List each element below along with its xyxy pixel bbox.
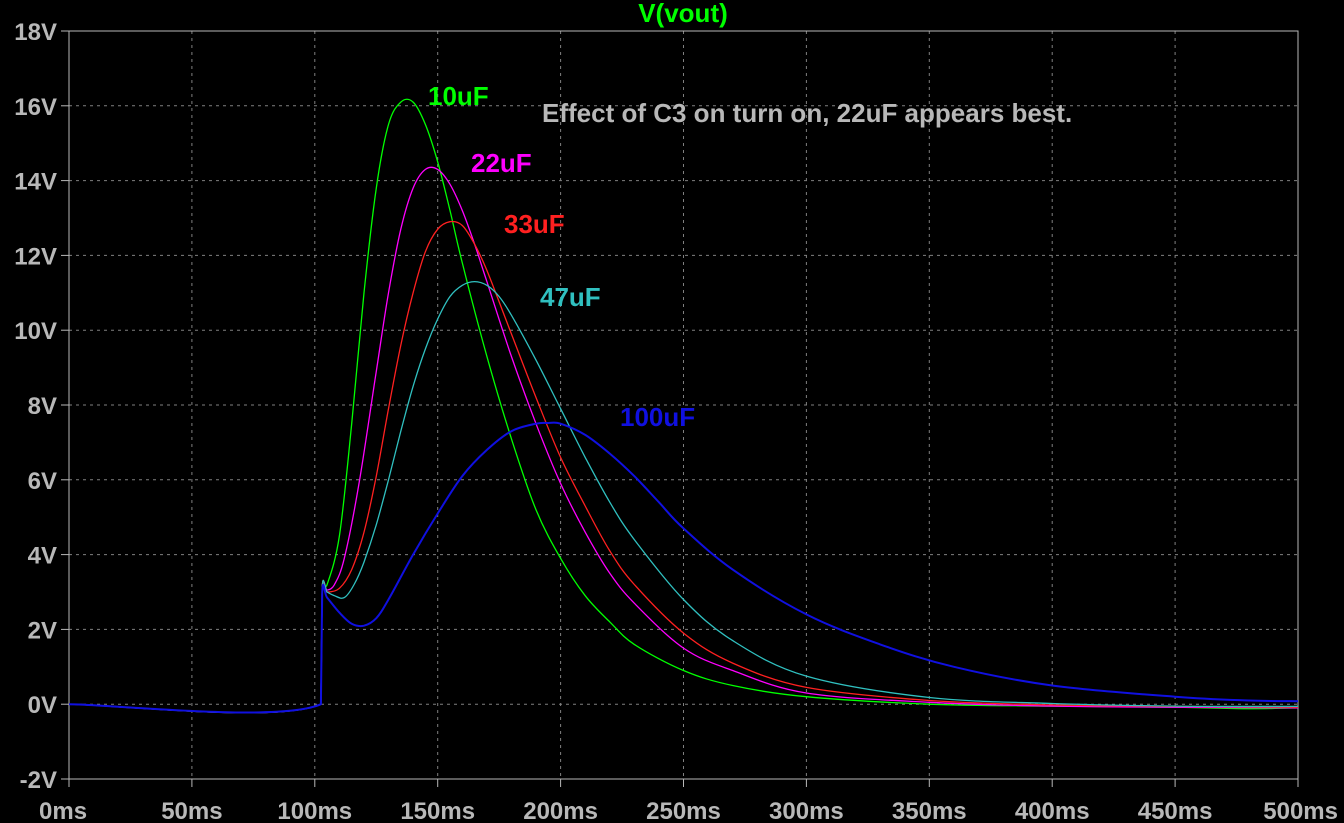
x-axis-ticks: 0ms 50ms 100ms 150ms 200ms 250ms 300ms 350ms 400… (39, 779, 1338, 823)
y-tick-label: 2V (28, 617, 57, 644)
y-tick-label: 8V (28, 393, 57, 420)
x-tick-label: 500ms (1263, 798, 1338, 823)
x-tick-label: 250ms (646, 798, 721, 823)
label-33uf: 33uF (504, 209, 565, 239)
label-10uf: 10uF (428, 81, 489, 111)
chart-title: V(vout) (638, 0, 728, 28)
y-tick-label: 14V (14, 169, 57, 196)
y-tick-label: 18V (14, 19, 57, 46)
x-tick-label: 300ms (769, 798, 844, 823)
x-tick-label: 350ms (892, 798, 967, 823)
y-tick-label: -2V (20, 767, 57, 794)
y-tick-label: 4V (28, 543, 57, 570)
y-axis-ticks: 18V 16V 14V 12V 10V 8V 6V 4V 2V 0V -2V (14, 19, 69, 794)
y-tick-label: 10V (14, 318, 57, 345)
traces (68, 98, 1299, 714)
trace-22uf (68, 166, 1299, 714)
x-tick-label: 450ms (1138, 798, 1213, 823)
x-tick-label: 400ms (1015, 798, 1090, 823)
y-tick-label: 6V (28, 468, 57, 495)
label-100uf: 100uF (620, 402, 695, 432)
annotation-note: Effect of C3 on turn on, 22uF appears be… (542, 98, 1072, 128)
x-tick-label: 50ms (161, 798, 222, 823)
trace-100uf (68, 421, 1299, 714)
x-tick-label: 0ms (39, 798, 87, 823)
y-tick-label: 0V (28, 692, 57, 719)
x-tick-label: 100ms (277, 798, 352, 823)
grid (69, 31, 1298, 779)
label-22uf: 22uF (471, 148, 532, 178)
trace-33uf (68, 220, 1299, 714)
trace-10uf (68, 98, 1299, 714)
x-tick-label: 200ms (523, 798, 598, 823)
y-tick-label: 12V (14, 243, 57, 270)
trace-47uf (68, 280, 1299, 714)
x-tick-label: 150ms (400, 798, 475, 823)
y-tick-label: 16V (14, 94, 57, 121)
label-47uf: 47uF (540, 282, 601, 312)
